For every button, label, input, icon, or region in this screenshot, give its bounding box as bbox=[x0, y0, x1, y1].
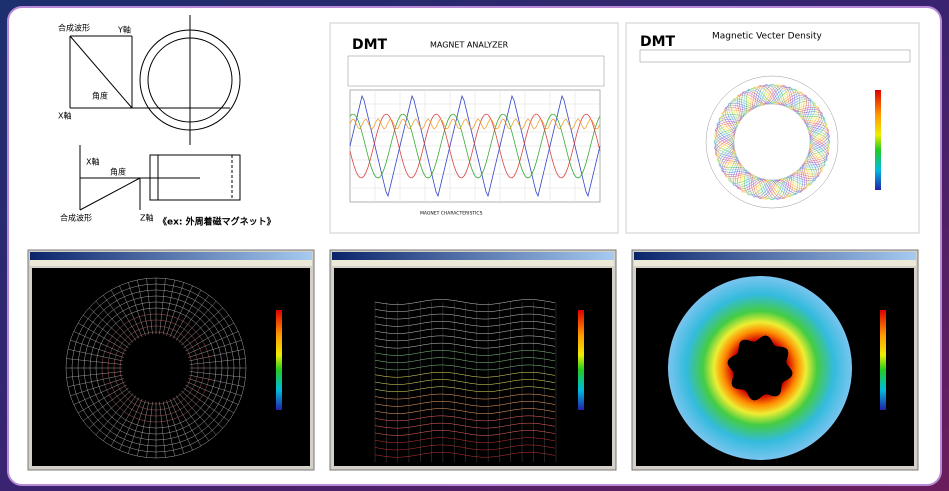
report-title: Magnetic Vecter Density bbox=[712, 32, 823, 42]
axis-title: MAGNET CHARACTERISTICS bbox=[420, 211, 483, 217]
screen-area bbox=[334, 268, 612, 466]
waveform-chart bbox=[350, 90, 600, 202]
page: 合成波形 Y軸 角度 X軸 X軸 角度 合成波形 Z軸 《ex: 外周着磁マグネ… bbox=[0, 0, 949, 491]
label: 角度 bbox=[110, 167, 126, 177]
screen-window bbox=[330, 250, 616, 470]
menu-bar bbox=[332, 260, 614, 266]
color-bar bbox=[880, 310, 886, 410]
title-bar bbox=[634, 252, 916, 260]
color-bar bbox=[578, 310, 584, 410]
logo: DMT bbox=[352, 37, 388, 53]
inner-circle bbox=[734, 104, 810, 180]
label: X軸 bbox=[58, 111, 71, 121]
title-bar bbox=[30, 252, 312, 260]
color-bar bbox=[276, 310, 282, 410]
menu-bar bbox=[634, 260, 916, 266]
label: Z軸 bbox=[140, 213, 153, 223]
brochure: 合成波形 Y軸 角度 X軸 X軸 角度 合成波形 Z軸 《ex: 外周着磁マグネ… bbox=[0, 0, 949, 491]
label: X軸 bbox=[86, 157, 99, 167]
screen-window bbox=[632, 250, 918, 470]
label: 合成波形 bbox=[58, 23, 90, 33]
screen-window bbox=[28, 250, 314, 470]
caption: 《ex: 外周着磁マグネット》 bbox=[158, 216, 276, 228]
label: 合成波形 bbox=[60, 213, 92, 223]
hole bbox=[123, 335, 189, 401]
logo: DMT bbox=[640, 34, 676, 50]
color-bar bbox=[875, 90, 881, 190]
label: 角度 bbox=[92, 91, 108, 101]
title-bar bbox=[332, 252, 614, 260]
label: Y軸 bbox=[117, 25, 131, 35]
menu-bar bbox=[30, 260, 312, 266]
report-title: MAGNET ANALYZER bbox=[430, 41, 509, 50]
